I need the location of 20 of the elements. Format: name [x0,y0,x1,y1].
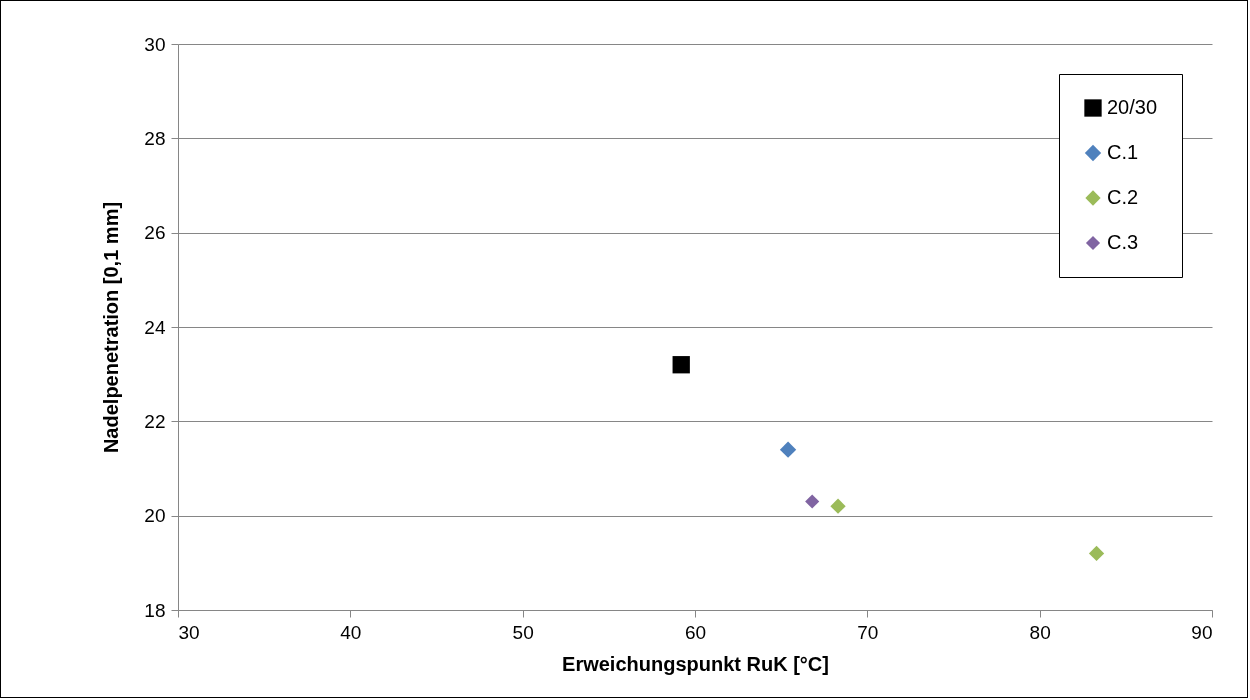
y-axis-title: Nadelpenetration [0,1 mm] [100,201,123,454]
y-tick-label: 20 [144,505,166,527]
legend-label: 20/30 [1107,96,1158,118]
y-tick-label: 30 [144,33,166,55]
y-tick-label: 28 [144,127,166,149]
y-tick-label: 24 [144,316,166,338]
x-tick-label: 40 [340,621,362,643]
y-tick-label: 26 [144,222,166,244]
x-tick-label: 70 [857,621,879,643]
legend-label: C.1 [1107,141,1139,163]
legend-label: C.2 [1107,186,1139,208]
x-tick-label: 80 [1029,621,1051,643]
legend-label: C.3 [1107,231,1139,253]
x-tick-label: 30 [178,621,200,643]
x-tick-label: 90 [1191,621,1213,643]
x-tick-label: 60 [684,621,707,643]
y-tick-label: 22 [144,410,166,432]
y-tick-label: 18 [144,599,166,621]
x-axis-title: Erweichungspunkt RuK [°C] [562,652,829,675]
x-tick-label: 50 [512,621,534,643]
